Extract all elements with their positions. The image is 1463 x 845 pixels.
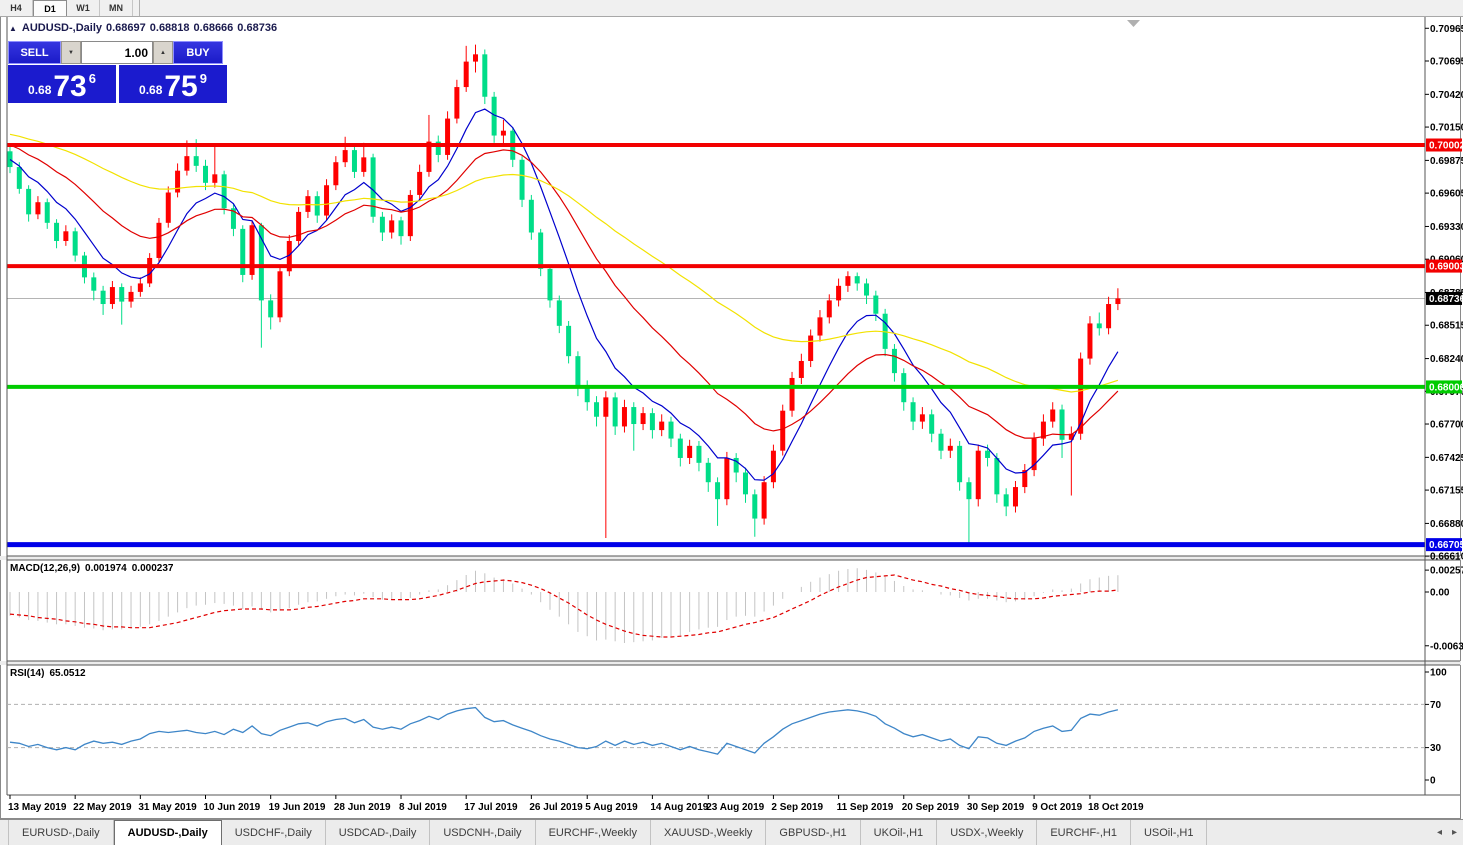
svg-text:30 Sep 2019: 30 Sep 2019 — [967, 802, 1025, 813]
buy-price-box[interactable]: 0.68 75 9 — [119, 65, 227, 103]
svg-text:11 Sep 2019: 11 Sep 2019 — [837, 802, 894, 813]
svg-text:0.70420: 0.70420 — [1430, 90, 1463, 101]
chart-symbol: AUDUSD-,Daily — [21, 22, 102, 34]
rsi-name: RSI(14) — [10, 668, 45, 679]
toolbar-separator — [133, 0, 140, 16]
tab-usdcnh-daily[interactable]: USDCNH-,Daily — [430, 820, 536, 845]
ohlc-open: 0.68697 — [106, 22, 146, 34]
svg-text:22 May 2019: 22 May 2019 — [73, 802, 132, 813]
svg-text:14 Aug 2019: 14 Aug 2019 — [650, 802, 708, 813]
svg-text:8 Jul 2019: 8 Jul 2019 — [399, 802, 447, 813]
collapse-triangle-icon[interactable]: ▲ — [9, 24, 17, 33]
buy-price-big: 75 — [164, 70, 198, 103]
tab-usdchf-daily[interactable]: USDCHF-,Daily — [222, 820, 326, 845]
tab-usoil-h1[interactable]: USOil-,H1 — [1131, 820, 1208, 845]
svg-text:70: 70 — [1430, 700, 1442, 711]
svg-text:5 Aug 2019: 5 Aug 2019 — [585, 802, 638, 813]
svg-text:0.70695: 0.70695 — [1430, 57, 1463, 68]
tab-gbpusd-h1[interactable]: GBPUSD-,H1 — [766, 820, 861, 845]
period-button-mn[interactable]: MN — [100, 0, 133, 16]
svg-text:0.67155: 0.67155 — [1430, 486, 1463, 497]
svg-text:0.68240: 0.68240 — [1430, 354, 1463, 365]
tab-scroll-left-icon[interactable]: ◂ — [1436, 827, 1442, 838]
svg-text:0.69875: 0.69875 — [1430, 156, 1463, 167]
tab-eurchf-h1[interactable]: EURCHF-,H1 — [1037, 820, 1131, 845]
svg-text:10 Jun 2019: 10 Jun 2019 — [204, 802, 261, 813]
ohlc-close: 0.68736 — [237, 22, 278, 34]
svg-text:18 Oct 2019: 18 Oct 2019 — [1088, 802, 1144, 813]
one-click-trading-panel: SELL ▼ ▲ BUY 0.68 73 6 0.68 75 9 — [8, 41, 228, 103]
volume-decrease-button[interactable]: ▼ — [61, 41, 81, 64]
period-button-h4[interactable]: H4 — [0, 0, 33, 16]
svg-text:0.68006: 0.68006 — [1429, 382, 1463, 393]
svg-text:0.70150: 0.70150 — [1430, 123, 1463, 134]
volume-input[interactable] — [81, 41, 153, 64]
rsi-label: RSI(14) 65.0512 — [10, 668, 91, 679]
svg-text:0.69003: 0.69003 — [1429, 262, 1463, 273]
svg-text:28 Jun 2019: 28 Jun 2019 — [334, 802, 391, 813]
chart-tab-bar: EURUSD-,Daily AUDUSD-,Daily USDCHF-,Daily U… — [0, 819, 1463, 845]
svg-text:0.002574: 0.002574 — [1430, 566, 1463, 577]
svg-text:0.69605: 0.69605 — [1430, 189, 1463, 200]
svg-text:0.70002: 0.70002 — [1429, 141, 1463, 152]
svg-text:-0.006326: -0.006326 — [1430, 641, 1463, 652]
svg-text:0.00: 0.00 — [1430, 588, 1450, 599]
tab-audusd-daily[interactable]: AUDUSD-,Daily — [113, 820, 222, 845]
svg-text:0.68736: 0.68736 — [1429, 294, 1463, 305]
svg-text:20 Sep 2019: 20 Sep 2019 — [902, 802, 960, 813]
macd-signal-value: 0.000237 — [131, 563, 174, 574]
svg-text:0: 0 — [1430, 776, 1436, 787]
period-button-d1[interactable]: D1 — [33, 0, 67, 16]
svg-text:30: 30 — [1430, 743, 1442, 754]
sell-button[interactable]: SELL — [8, 41, 61, 64]
svg-text:100: 100 — [1430, 668, 1447, 679]
sell-price-box[interactable]: 0.68 73 6 — [8, 65, 116, 103]
chevron-down-icon: ▼ — [68, 49, 74, 56]
buy-price-pip: 9 — [199, 71, 207, 86]
tab-scroll-right-icon[interactable]: ▸ — [1451, 827, 1457, 838]
ohlc-low: 0.68666 — [193, 22, 234, 34]
svg-text:0.66705: 0.66705 — [1429, 540, 1463, 551]
tab-usdx-weekly[interactable]: USDX-,Weekly — [937, 820, 1038, 845]
macd-label: MACD(12,26,9) 0.001974 0.000237 — [10, 563, 178, 574]
period-button-w1[interactable]: W1 — [67, 0, 100, 16]
svg-text:23 Aug 2019: 23 Aug 2019 — [706, 802, 764, 813]
macd-main-value: 0.001974 — [85, 563, 127, 574]
buy-price-base: 0.68 — [139, 83, 163, 97]
svg-text:0.67425: 0.67425 — [1430, 453, 1463, 464]
svg-text:9 Oct 2019: 9 Oct 2019 — [1032, 802, 1082, 813]
tab-usdcad-daily[interactable]: USDCAD-,Daily — [326, 820, 431, 845]
svg-text:26 Jul 2019: 26 Jul 2019 — [529, 802, 583, 813]
svg-text:0.66610: 0.66610 — [1430, 552, 1463, 563]
tab-eurusd-daily[interactable]: EURUSD-,Daily — [8, 820, 114, 845]
chart-title: ▲ AUDUSD-,Daily 0.68697 0.68818 0.68666 0.687… — [9, 22, 281, 34]
chevron-up-icon: ▲ — [160, 49, 166, 56]
macd-name: MACD(12,26,9) — [10, 563, 81, 574]
sell-price-pip: 6 — [88, 71, 96, 86]
svg-text:19 Jun 2019: 19 Jun 2019 — [269, 802, 326, 813]
svg-text:13 May 2019: 13 May 2019 — [8, 802, 67, 813]
sell-price-base: 0.68 — [28, 83, 52, 97]
buy-button[interactable]: BUY — [173, 41, 223, 64]
volume-increase-button[interactable]: ▲ — [153, 41, 173, 64]
svg-text:2 Sep 2019: 2 Sep 2019 — [771, 802, 823, 813]
svg-text:0.68515: 0.68515 — [1430, 321, 1463, 332]
svg-text:0.70965: 0.70965 — [1430, 24, 1463, 35]
svg-text:0.66880: 0.66880 — [1430, 519, 1463, 530]
ohlc-high: 0.68818 — [149, 22, 190, 34]
svg-text:0.69330: 0.69330 — [1430, 222, 1463, 233]
tab-xauusd-weekly[interactable]: XAUUSD-,Weekly — [651, 820, 767, 845]
tab-ukoil-h1[interactable]: UKOil-,H1 — [861, 820, 938, 845]
svg-text:31 May 2019: 31 May 2019 — [138, 802, 197, 813]
svg-text:0.67700: 0.67700 — [1430, 420, 1463, 431]
svg-text:17 Jul 2019: 17 Jul 2019 — [464, 802, 518, 813]
rsi-value: 65.0512 — [49, 668, 86, 679]
period-toolbar: H4 D1 W1 MN — [0, 0, 1463, 17]
tab-eurchf-weekly[interactable]: EURCHF-,Weekly — [536, 820, 651, 845]
sell-price-big: 73 — [53, 70, 87, 103]
